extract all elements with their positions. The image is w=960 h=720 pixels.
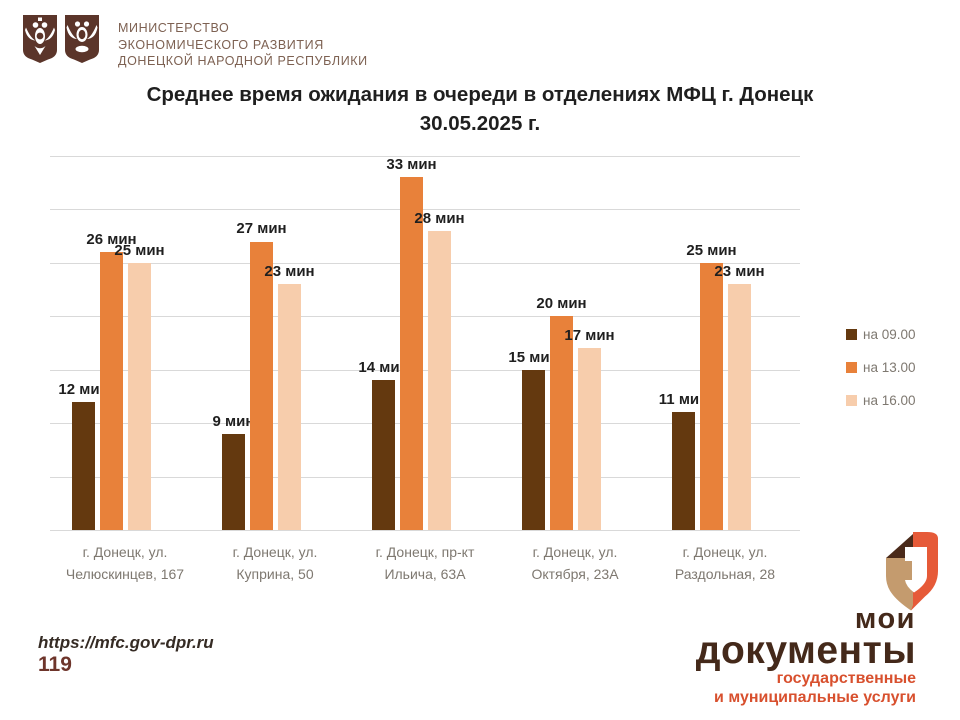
bar-value-label: 14 мин bbox=[358, 359, 409, 377]
gridline bbox=[50, 262, 800, 264]
chart-title-line1: Среднее время ожидания в очереди в отдел… bbox=[146, 83, 814, 106]
bar-series1-group4 bbox=[522, 369, 545, 530]
coat-of-arms-russia-icon bbox=[23, 15, 57, 63]
bar-value-label: 25 мин bbox=[114, 241, 165, 259]
bar-value-label: 27 мин bbox=[236, 220, 287, 238]
bar-series3-group2 bbox=[278, 284, 301, 530]
category-label: г. Донецк, ул. Октября, 23А bbox=[531, 544, 619, 582]
chart-plot: 12 мин 9 мин 14 мин 15 мин 11 мин 26 мин 27 ми… bbox=[50, 156, 800, 531]
bar-series2-group4 bbox=[550, 316, 573, 530]
bar-value-label: 28 мин bbox=[414, 209, 465, 227]
legend-label: на 09.00 bbox=[863, 327, 916, 342]
category-label: г. Донецк, ул. Челюскинцев, 167 bbox=[65, 544, 185, 582]
bar-series3-group1 bbox=[128, 262, 151, 530]
legend-label: на 13.00 bbox=[863, 360, 916, 375]
category-axis: г. Донецк, ул. Челюскинцев, 167 г. Донецк,… bbox=[50, 541, 800, 589]
logo-tagline-line1: государственные bbox=[776, 670, 916, 687]
bar-series3-group4 bbox=[578, 348, 601, 530]
gridline bbox=[50, 209, 800, 211]
bar-series2-group1 bbox=[100, 252, 123, 530]
bar-series2-group3 bbox=[400, 177, 423, 530]
ministry-line: ЭКОНОМИЧЕСКОГО РАЗВИТИЯ bbox=[118, 37, 324, 52]
bar-series2-group2 bbox=[250, 241, 273, 530]
bar-series1-group1 bbox=[72, 401, 95, 530]
website-url: https://mfc.gov-dpr.ru bbox=[38, 633, 214, 652]
bar-series2-group5 bbox=[700, 262, 723, 530]
bar-series3-group5 bbox=[728, 284, 751, 530]
chart-title: Среднее время ожидания в очереди в отдел… bbox=[0, 80, 960, 138]
logo-tagline-line2: и муниципальные услуги bbox=[714, 689, 916, 706]
bar-value-label: 25 мин bbox=[686, 241, 737, 259]
legend-swatch-icon bbox=[846, 329, 857, 340]
bar-value-label: 17 мин bbox=[564, 327, 615, 345]
bar-value-label: 15 мин bbox=[508, 348, 559, 366]
gridline bbox=[50, 423, 800, 425]
legend-item: на 09.00 bbox=[846, 325, 916, 344]
gridline bbox=[50, 369, 800, 371]
bar-series1-group5 bbox=[672, 412, 695, 530]
gridline bbox=[50, 476, 800, 478]
legend-swatch-icon bbox=[846, 362, 857, 373]
moi-dokumenty-wordmark: мои документы государственные и муниципа… bbox=[695, 603, 916, 707]
coat-of-arms-dnr-icon bbox=[65, 15, 99, 63]
bar-value-label: 9 мин bbox=[212, 412, 255, 430]
bar-value-label: 23 мин bbox=[264, 263, 315, 281]
ministry-line: МИНИСТЕРСТВО bbox=[118, 21, 230, 35]
legend: на 09.00 на 13.00 на 16.00 bbox=[846, 325, 916, 424]
category-label: г. Донецк, ул. Куприна, 50 bbox=[232, 544, 318, 582]
gridline bbox=[50, 316, 800, 318]
bar-series1-group3 bbox=[372, 380, 395, 530]
moi-dokumenty-logo-icon bbox=[886, 532, 938, 611]
hotline-number: 119 bbox=[38, 653, 72, 676]
logo-word-dokumenty: документы bbox=[695, 629, 916, 672]
chart-title-line2: 30.05.2025 г. bbox=[419, 112, 541, 135]
category-label: г. Донецк, ул. Раздольная, 28 bbox=[674, 544, 776, 582]
gridline bbox=[50, 530, 800, 531]
bar-value-label: 11 мин bbox=[658, 391, 709, 409]
category-label: г. Донецк, пр-кт Ильича, 63А bbox=[375, 544, 475, 582]
legend-swatch-icon bbox=[846, 395, 857, 406]
bar-value-label: 33 мин bbox=[386, 156, 437, 174]
bar-value-label: 12 мин bbox=[58, 380, 109, 398]
bar-value-label: 26 мин bbox=[86, 231, 137, 249]
gridline bbox=[50, 156, 800, 157]
bar-value-label: 20 мин bbox=[536, 295, 587, 313]
legend-label: на 16.00 bbox=[863, 393, 916, 408]
ministry-line: ДОНЕЦКОЙ НАРОДНОЙ РЕСПУБЛИКИ bbox=[118, 54, 368, 68]
legend-item: на 16.00 bbox=[846, 391, 916, 410]
logo-word-moi: мои bbox=[854, 603, 916, 635]
legend-item: на 13.00 bbox=[846, 358, 916, 377]
ministry-name: МИНИСТЕРСТВО ЭКОНОМИЧЕСКОГО РАЗВИТИЯ ДОН… bbox=[118, 20, 368, 70]
bar-value-label: 23 мин bbox=[714, 263, 765, 281]
bar-series1-group2 bbox=[222, 433, 245, 530]
bar-series3-group3 bbox=[428, 230, 451, 530]
